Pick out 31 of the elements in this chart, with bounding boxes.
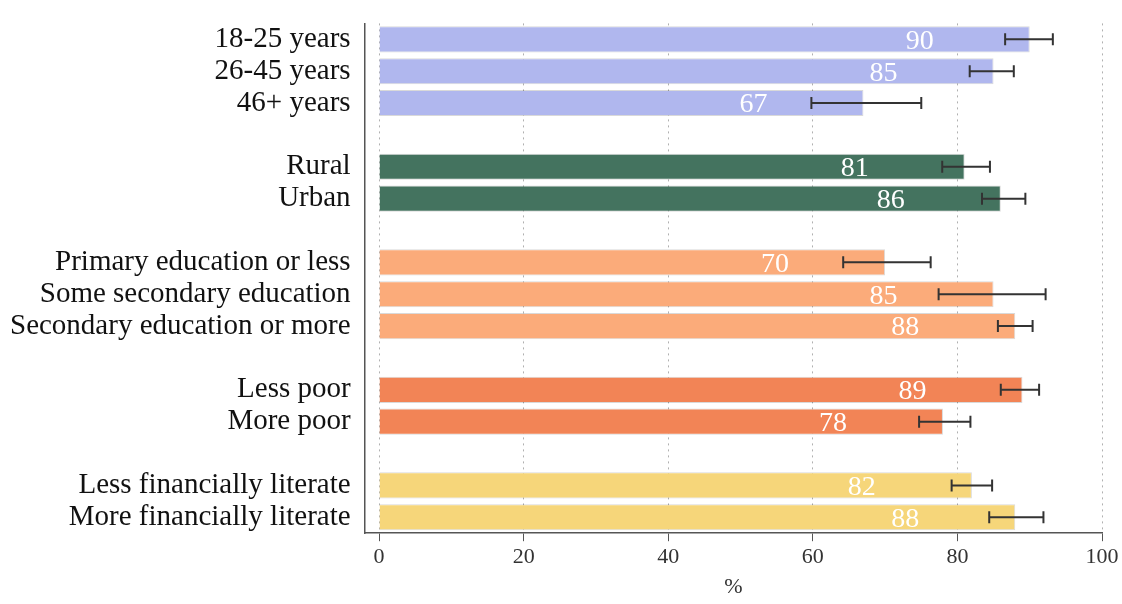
- data-label: 90: [905, 23, 934, 55]
- data-label: 88: [891, 501, 920, 533]
- y-tick-label: Less financially literate: [78, 467, 351, 500]
- y-tick-label: 18-25 years: [214, 20, 351, 53]
- data-label: 85: [869, 278, 898, 310]
- y-tick-label: Urban: [278, 180, 352, 213]
- y-tick-label: Rural: [286, 148, 351, 181]
- data-label: 86: [876, 183, 905, 214]
- data-label: 67: [739, 87, 768, 119]
- x-tick-label: 80: [946, 543, 969, 569]
- x-tick-label: 100: [1085, 543, 1119, 569]
- data-label: 88: [891, 310, 920, 342]
- x-axis-title: %: [724, 572, 743, 598]
- data-label: 78: [818, 406, 847, 438]
- y-tick-label: 46+ years: [236, 84, 351, 117]
- data-label: 70: [761, 246, 790, 278]
- y-tick-label: Less poor: [237, 371, 351, 404]
- y-tick-label: More financially literate: [68, 498, 351, 531]
- data-label: 82: [847, 469, 876, 501]
- y-tick-label: Primary education or less: [55, 243, 351, 276]
- data-label: 81: [840, 151, 869, 183]
- y-tick-label: Secondary education or more: [10, 307, 351, 340]
- y-tick-label: Some secondary education: [39, 275, 352, 308]
- data-label: 85: [869, 55, 898, 87]
- x-tick-label: 0: [373, 543, 385, 569]
- x-tick-label: 20: [512, 543, 535, 569]
- y-tick-label: 26-45 years: [214, 52, 351, 85]
- data-label: 89: [898, 374, 927, 406]
- x-tick-label: 40: [657, 543, 680, 569]
- y-tick-label: More poor: [227, 403, 351, 436]
- x-tick-label: 60: [801, 543, 824, 569]
